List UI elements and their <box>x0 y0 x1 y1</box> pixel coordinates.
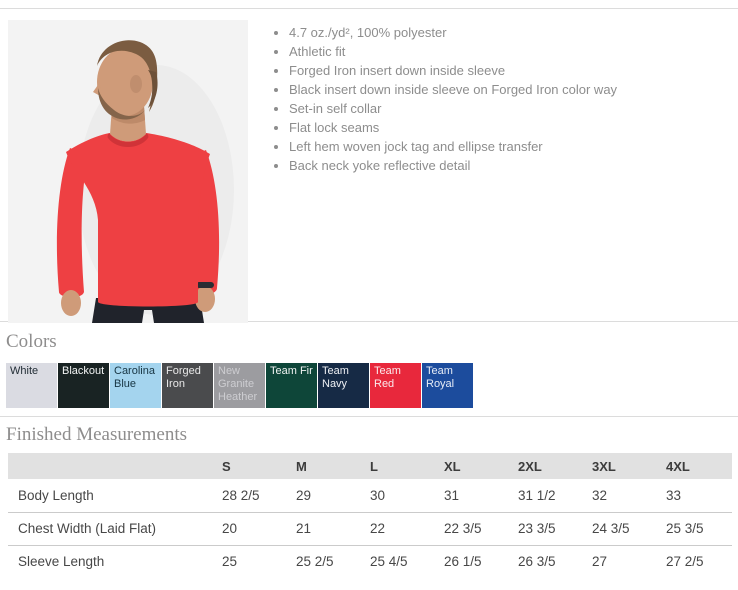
cell-value: 20 <box>222 521 238 536</box>
cell-value: 25 4/5 <box>370 554 408 570</box>
cell-value: 27 2/5 <box>666 554 704 570</box>
colors-divider <box>0 321 738 322</box>
table-header-row: S M L XL 2XL 3XL 4XL <box>8 453 732 479</box>
cell-value: 27 <box>592 554 608 570</box>
swatch-team-royal[interactable]: Team Royal <box>422 363 473 408</box>
color-swatch-row: White Blackout Carolina Blue Forged Iron… <box>6 363 738 408</box>
cell-value: 21 <box>296 521 312 536</box>
column-header-blank <box>8 453 214 479</box>
swatch-team-navy[interactable]: Team Navy <box>318 363 369 408</box>
feature-list: 4.7 oz./yd², 100% polyester Athletic fit… <box>272 23 617 175</box>
table-row-chest-width: Chest Width (Laid Flat) 20 21 22 22 3/5 … <box>8 512 732 545</box>
swatch-blackout[interactable]: Blackout <box>58 363 109 408</box>
column-header-s: S <box>214 453 288 479</box>
cell-value: 22 <box>370 521 386 536</box>
cell-value: 31 1/2 <box>518 487 556 503</box>
column-header-l: L <box>362 453 436 479</box>
table-row-sleeve-length: Sleeve Length 25 25 2/5 25 4/5 26 1/5 26… <box>8 545 732 578</box>
cell-value: 25 <box>222 554 238 570</box>
cell-value: 30 <box>370 487 386 503</box>
column-header-4xl: 4XL <box>658 453 732 479</box>
cell-value: 29 <box>296 487 312 503</box>
column-header-2xl: 2XL <box>510 453 584 479</box>
swatch-team-fir[interactable]: Team Fir <box>266 363 317 408</box>
column-header-3xl: 3XL <box>584 453 658 479</box>
measurements-table: S M L XL 2XL 3XL 4XL Body Length 28 2/5 … <box>8 453 732 578</box>
swatch-forged-iron[interactable]: Forged Iron <box>162 363 213 408</box>
feature-item: Left hem woven jock tag and ellipse tran… <box>289 137 617 156</box>
swatch-carolina-blue[interactable]: Carolina Blue <box>110 363 161 408</box>
feature-item: Back neck yoke reflective detail <box>289 156 617 175</box>
cell-value: 22 3/5 <box>444 521 482 536</box>
column-header-xl: XL <box>436 453 510 479</box>
product-photo-illustration <box>8 20 248 323</box>
cell-value: 25 2/5 <box>296 554 334 570</box>
cell-value: 24 3/5 <box>592 521 630 536</box>
swatch-new-granite-heather[interactable]: New Granite Heather <box>214 363 265 408</box>
cell-value: 28 2/5 <box>222 487 260 503</box>
row-label: Body Length <box>18 487 94 503</box>
table-row-body-length: Body Length 28 2/5 29 30 31 31 1/2 32 33 <box>8 479 732 512</box>
feature-item: 4.7 oz./yd², 100% polyester <box>289 23 617 42</box>
feature-list-container: 4.7 oz./yd², 100% polyester Athletic fit… <box>272 23 617 321</box>
top-divider <box>0 8 738 9</box>
measurements-divider <box>0 416 738 417</box>
feature-item: Athletic fit <box>289 42 617 61</box>
row-label: Chest Width (Laid Flat) <box>18 521 157 536</box>
measurements-heading: Finished Measurements <box>6 424 188 445</box>
cell-value: 32 <box>592 487 608 503</box>
feature-item: Flat lock seams <box>289 118 617 137</box>
cell-value: 25 3/5 <box>666 521 704 536</box>
cell-value: 26 3/5 <box>518 554 556 570</box>
swatch-team-red[interactable]: Team Red <box>370 363 421 408</box>
product-section: 4.7 oz./yd², 100% polyester Athletic fit… <box>0 9 738 323</box>
cell-value: 23 3/5 <box>518 521 556 536</box>
feature-item: Forged Iron insert down inside sleeve <box>289 61 617 80</box>
colors-heading: Colors <box>6 331 57 352</box>
row-label: Sleeve Length <box>18 554 105 570</box>
feature-item: Black insert down inside sleeve on Forge… <box>289 80 617 99</box>
feature-item: Set-in self collar <box>289 99 617 118</box>
swatch-white[interactable]: White <box>6 363 57 408</box>
cell-value: 33 <box>666 487 682 503</box>
product-photo[interactable] <box>8 20 248 323</box>
cell-value: 31 <box>444 487 460 503</box>
column-header-m: M <box>288 453 362 479</box>
cell-value: 26 1/5 <box>444 554 482 570</box>
